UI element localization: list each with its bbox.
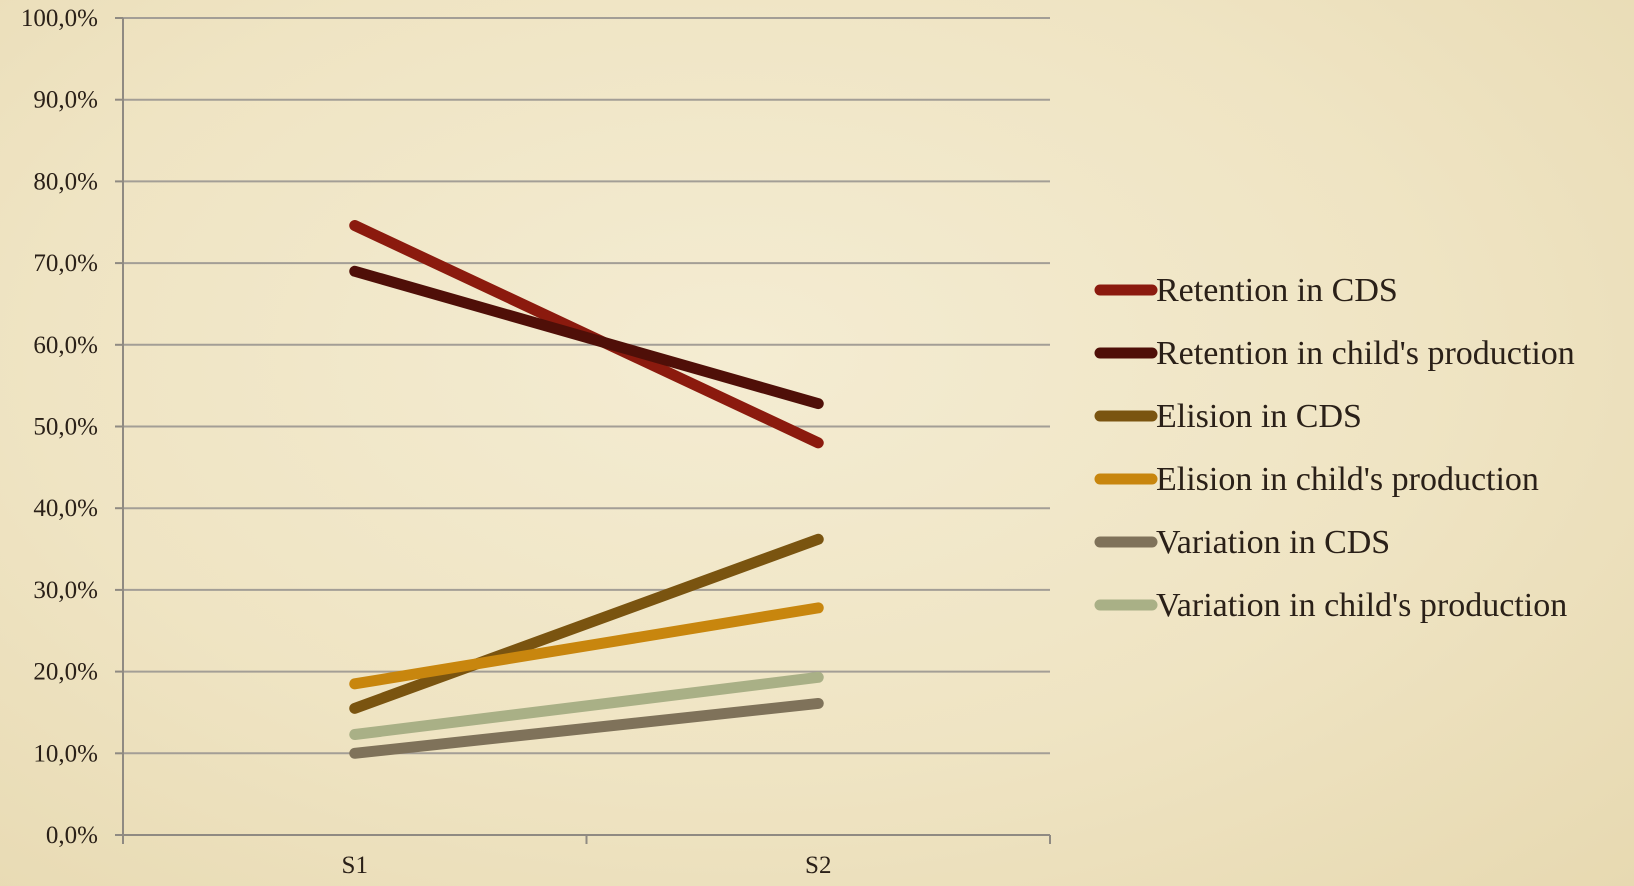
legend-label: Retention in CDS [1156,272,1398,309]
x-axis-category-labels: S1 S2 [342,852,832,879]
legend-item: Elision in CDS [1094,398,1362,435]
series-line [349,602,824,690]
legend-label: Variation in child's production [1156,587,1567,624]
gridlines [123,17,1050,755]
series-lines [349,220,824,759]
legend-item: Retention in CDS [1094,272,1398,309]
series-line [349,697,824,759]
series-line [349,671,824,741]
x-category-label: S2 [805,852,831,879]
legend-item: Retention in child's production [1094,335,1575,372]
legend-item: Elision in child's production [1094,461,1539,498]
y-tick-label: 0,0% [46,822,98,849]
legend-item: Variation in CDS [1094,524,1390,561]
legend-label: Elision in CDS [1156,398,1362,435]
y-tick-label: 70,0% [33,250,98,277]
legend-label: Variation in CDS [1156,524,1390,561]
series-line [349,265,824,410]
y-tick-label: 90,0% [33,87,98,114]
y-tick-label: 40,0% [33,495,98,522]
y-tick-label: 100,0% [21,5,98,32]
y-tick-label: 10,0% [33,740,98,767]
x-category-label: S1 [342,852,368,879]
y-tick-label: 20,0% [33,659,98,686]
series-line [349,533,824,714]
y-tick-label: 80,0% [33,168,98,195]
y-tick-label: 60,0% [33,332,98,359]
y-axis-tick-labels: 0,0% 10,0% 20,0% 30,0% 40,0% 50,0% 60,0% 70,0% 8… [21,5,98,849]
y-tick-label: 50,0% [33,414,98,441]
legend: Retention in CDS Retention in child's pro… [1094,272,1575,624]
axes [115,17,1051,844]
legend-label: Elision in child's production [1156,461,1539,498]
legend-item: Variation in child's production [1094,587,1567,624]
legend-label: Retention in child's production [1156,335,1575,372]
y-tick-label: 30,0% [33,577,98,604]
